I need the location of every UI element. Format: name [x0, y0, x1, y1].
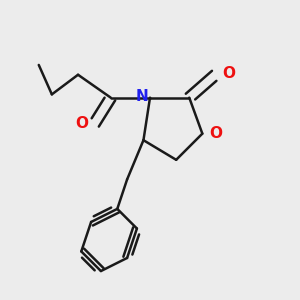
Text: N: N — [135, 88, 148, 104]
Text: O: O — [209, 126, 222, 141]
Text: O: O — [75, 116, 88, 131]
Text: O: O — [222, 66, 235, 81]
